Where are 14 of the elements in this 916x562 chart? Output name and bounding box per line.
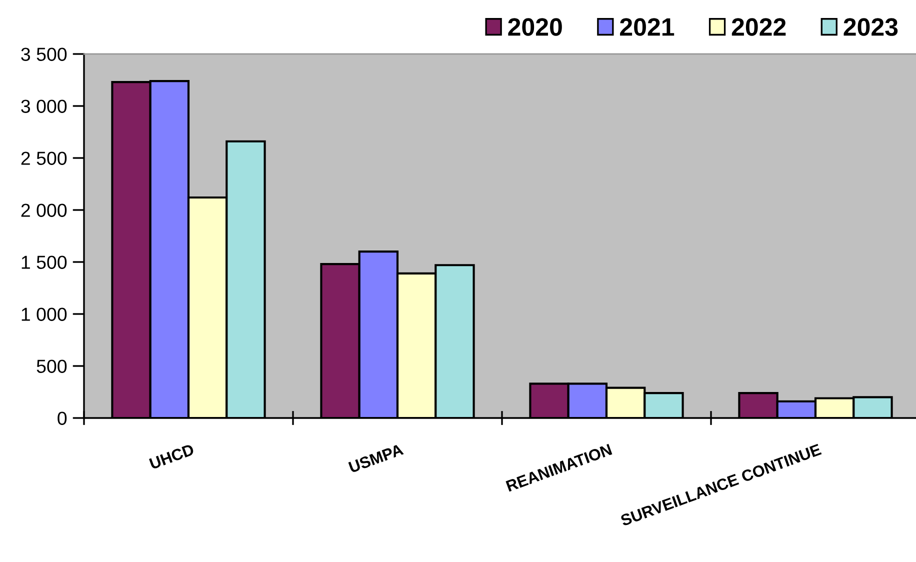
y-tick-label: 0 [58, 412, 67, 425]
y-tick-label: 3 000 [21, 100, 67, 113]
legend-label: 2023 [844, 18, 898, 36]
x-tick-label: UHCD [148, 444, 195, 470]
y-tick-label: 1 000 [22, 308, 67, 321]
y-tick-label: 500 [36, 360, 67, 373]
x-tick-label: USMPA [348, 444, 404, 474]
legend-label: 2022 [732, 18, 786, 36]
y-tick-label: 2 000 [21, 204, 67, 217]
y-tick-label: 3 500 [21, 48, 67, 61]
y-tick-label: 2 500 [21, 152, 67, 165]
legend-label: 2021 [620, 18, 674, 36]
legend-label: 2020 [508, 18, 562, 36]
y-tick-label: 1 500 [22, 256, 67, 269]
